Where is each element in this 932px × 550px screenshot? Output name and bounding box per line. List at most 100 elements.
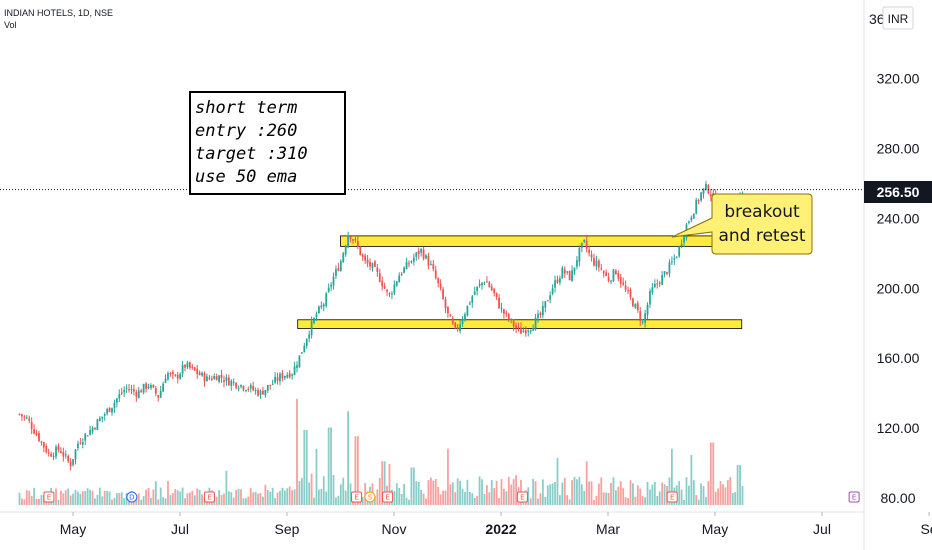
volume-bar-115 [298,481,301,505]
candle-72 [193,366,196,372]
candle-29 [89,425,91,436]
candle-268 [670,256,673,265]
candle-272 [680,239,683,249]
event-marker-6[interactable]: E [516,491,528,503]
last-price-value: 256.50 [877,184,920,200]
candle-74 [198,370,201,376]
time-tick-0: May [60,521,86,537]
candle-247 [619,273,622,288]
candle-51 [142,383,145,395]
time-axis[interactable]: May Jul Sep Nov 2022 Mar May Jul Se [60,512,932,537]
candle-112 [291,373,294,380]
volume-bar-168 [427,480,430,505]
candle-257 [644,309,647,328]
candle-140 [359,246,362,256]
volume-bar-103 [269,491,272,505]
candle-242 [607,272,610,283]
candle-226 [568,270,571,281]
volume-bar-245 [614,490,617,505]
candle-110 [286,372,289,379]
candle-267 [668,259,671,278]
resistance-zone[interactable] [340,235,740,247]
volume-bar-272 [680,489,683,505]
volume-bar-249 [624,497,627,505]
volume-bar-252 [632,483,634,505]
candle-243 [610,279,612,285]
candle-35 [103,412,106,421]
candle-266 [666,271,668,276]
candle-131 [337,262,340,272]
volume-bar-182 [461,488,464,505]
candle-4 [28,415,31,424]
volume-bar-7 [35,498,38,505]
candle-202 [510,318,513,324]
candle-101 [264,389,267,398]
candle-52 [145,382,147,393]
volume-bar-198 [500,479,503,505]
volume-bar-70 [188,492,191,505]
support-zone[interactable] [297,319,743,329]
volume-bar-165 [420,490,423,505]
candle-149 [381,276,384,291]
candle-87 [230,379,233,391]
candle-142 [364,253,367,265]
callout-line-2: and retest [718,226,805,246]
volume-bar-260 [651,484,654,505]
candle-161 [410,260,413,264]
volume-bar-27 [84,491,87,505]
event-marker-1[interactable]: D [126,491,138,503]
volume-bar-101 [264,484,267,505]
candle-54 [150,383,152,391]
candle-246 [617,270,620,282]
volume-bar-196 [495,480,498,505]
volume-bar-81 [215,496,218,505]
consolidation-zones[interactable] [297,235,743,329]
candle-153 [391,291,393,300]
candle-38 [111,407,113,416]
volume-bar-253 [634,496,637,505]
future-event-marker-0[interactable]: E [848,491,860,503]
event-marker-7[interactable]: E [666,491,678,503]
candle-118 [305,338,308,349]
volume-bar-171 [434,478,437,505]
volume-bar-232 [583,490,586,505]
candle-90 [237,385,240,392]
volume-bar-104 [271,487,274,505]
event-marker-5[interactable]: E [382,491,394,503]
price-axis[interactable]: 80.00 120.00 160.00 200.00 240.00 280.00 320.0… [877,71,920,506]
event-marker-0[interactable]: E [43,491,55,503]
candle-264 [661,271,664,286]
candle-71 [191,364,194,370]
trade-note[interactable]: short term entry :260 target :310 use 50… [189,91,346,195]
volume-bar-31 [94,498,96,505]
time-tick-2: Sep [275,521,300,537]
volume-bar-28 [86,488,89,505]
event-marker-4[interactable]: S [364,491,376,503]
volume-bar-242 [607,493,610,505]
candle-212 [534,314,537,331]
candle-83 [220,369,223,383]
volume-bar-15 [55,488,57,505]
volume-bar-212 [534,481,537,505]
volume-bar-90 [237,488,240,505]
candle-178 [451,315,454,326]
candle-170 [432,259,435,272]
volume-bar-271 [678,481,681,505]
currency-badge[interactable]: INR [882,6,914,30]
candle-203 [512,319,515,331]
volume-bar-75 [201,494,203,505]
candle-163 [415,251,418,261]
volume-bar-296 [739,465,741,505]
candle-216 [544,301,547,313]
breakout-callout[interactable]: breakout and retest [671,193,813,255]
volume-bar-89 [235,489,238,505]
event-marker-3[interactable]: E [351,491,363,503]
candle-215 [541,300,544,319]
volume-bar-211 [532,478,535,505]
volume-bar-25 [79,493,82,505]
event-marker-2[interactable]: E [203,491,215,503]
candle-271 [678,245,681,258]
volume-bar-185 [468,492,471,505]
